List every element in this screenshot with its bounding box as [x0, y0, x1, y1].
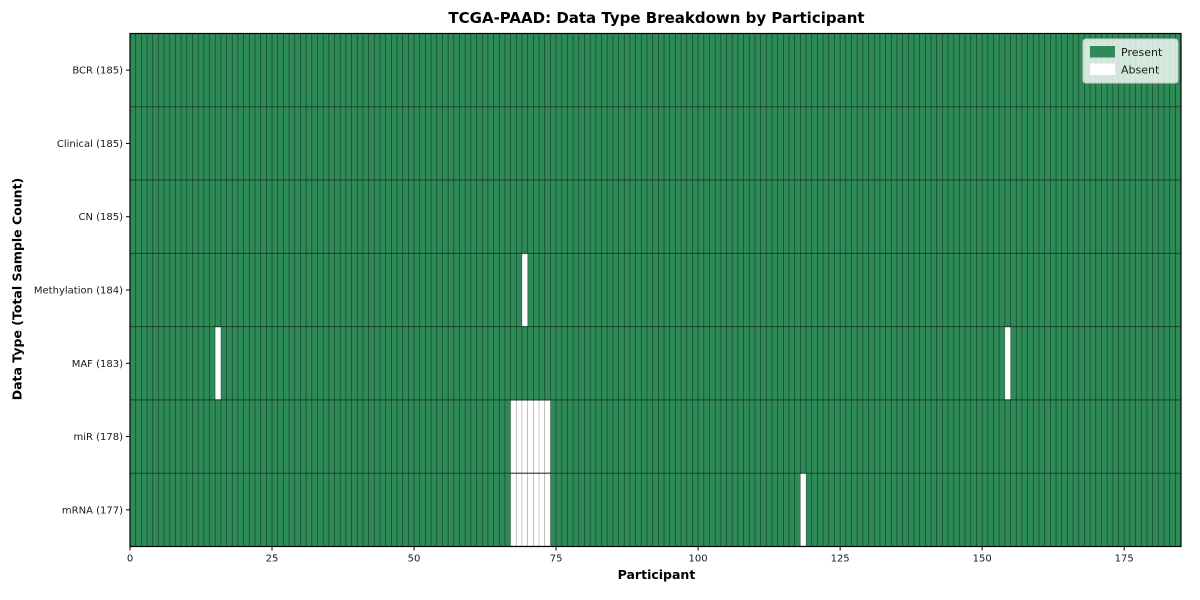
heatmap-row-bcr	[130, 33, 1181, 107]
y-tick-label-bcr: BCR (185)	[72, 66, 123, 77]
y-tick-label-mrna: mRNA (177)	[62, 505, 123, 516]
x-tick-label: 150	[973, 554, 992, 565]
y-tick-label-clinical: Clinical (185)	[57, 139, 123, 150]
absent-cell-mir-p67	[510, 400, 517, 474]
y-tick-label-methylation: Methylation (184)	[34, 286, 123, 297]
absent-cell-mir-p69	[521, 400, 529, 474]
x-tick-label: 50	[408, 554, 421, 565]
heatmap-row-maf	[130, 326, 1181, 400]
absent-cell-mir-p73	[544, 400, 551, 474]
y-tick-label-mir: miR (178)	[73, 432, 123, 443]
absent-cell-mir-p68	[515, 400, 523, 474]
legend-swatch-present	[1090, 46, 1115, 58]
heatmap-row-mrna	[130, 473, 1181, 547]
absent-cell-mrna-p73	[544, 473, 551, 547]
absent-cell-mrna-p69	[521, 473, 529, 547]
absent-cell-maf-p15	[214, 326, 222, 400]
heatmap-row-methylation	[130, 253, 1181, 327]
absent-cell-mrna-p118	[799, 473, 807, 547]
absent-cell-methylation-p69	[521, 253, 529, 327]
absent-cell-mrna-p72	[538, 473, 546, 547]
absent-cell-mrna-p70	[527, 473, 534, 547]
absent-cell-mir-p71	[532, 400, 540, 474]
absent-cell-mir-p70	[527, 400, 534, 474]
absent-cell-mrna-p68	[515, 473, 523, 547]
absent-cell-mrna-p71	[532, 473, 540, 547]
legend-label-absent: Absent	[1121, 64, 1160, 77]
x-tick-label: 125	[831, 554, 850, 565]
heatmap-row-mir	[130, 399, 1181, 474]
x-tick-label: 75	[550, 554, 563, 565]
absent-cell-mir-p72	[538, 400, 546, 474]
x-tick-label: 25	[266, 554, 279, 565]
y-tick-label-maf: MAF (183)	[72, 359, 123, 370]
absent-cell-mrna-p67	[510, 473, 517, 547]
legend-swatch-absent	[1090, 63, 1115, 75]
chart-title: TCGA-PAAD: Data Type Breakdown by Partic…	[448, 9, 865, 27]
x-axis-label: Participant	[617, 567, 696, 582]
y-tick-label-cn: CN (185)	[78, 212, 123, 223]
x-tick-label: 175	[1115, 554, 1134, 565]
x-tick-label: 100	[689, 554, 708, 565]
heatmap-row-clinical	[130, 106, 1181, 181]
legend-label-present: Present	[1121, 46, 1163, 59]
heatmap-row-cn	[130, 180, 1181, 254]
absent-cell-maf-p154	[1004, 326, 1011, 400]
x-tick-label: 0	[127, 554, 133, 565]
